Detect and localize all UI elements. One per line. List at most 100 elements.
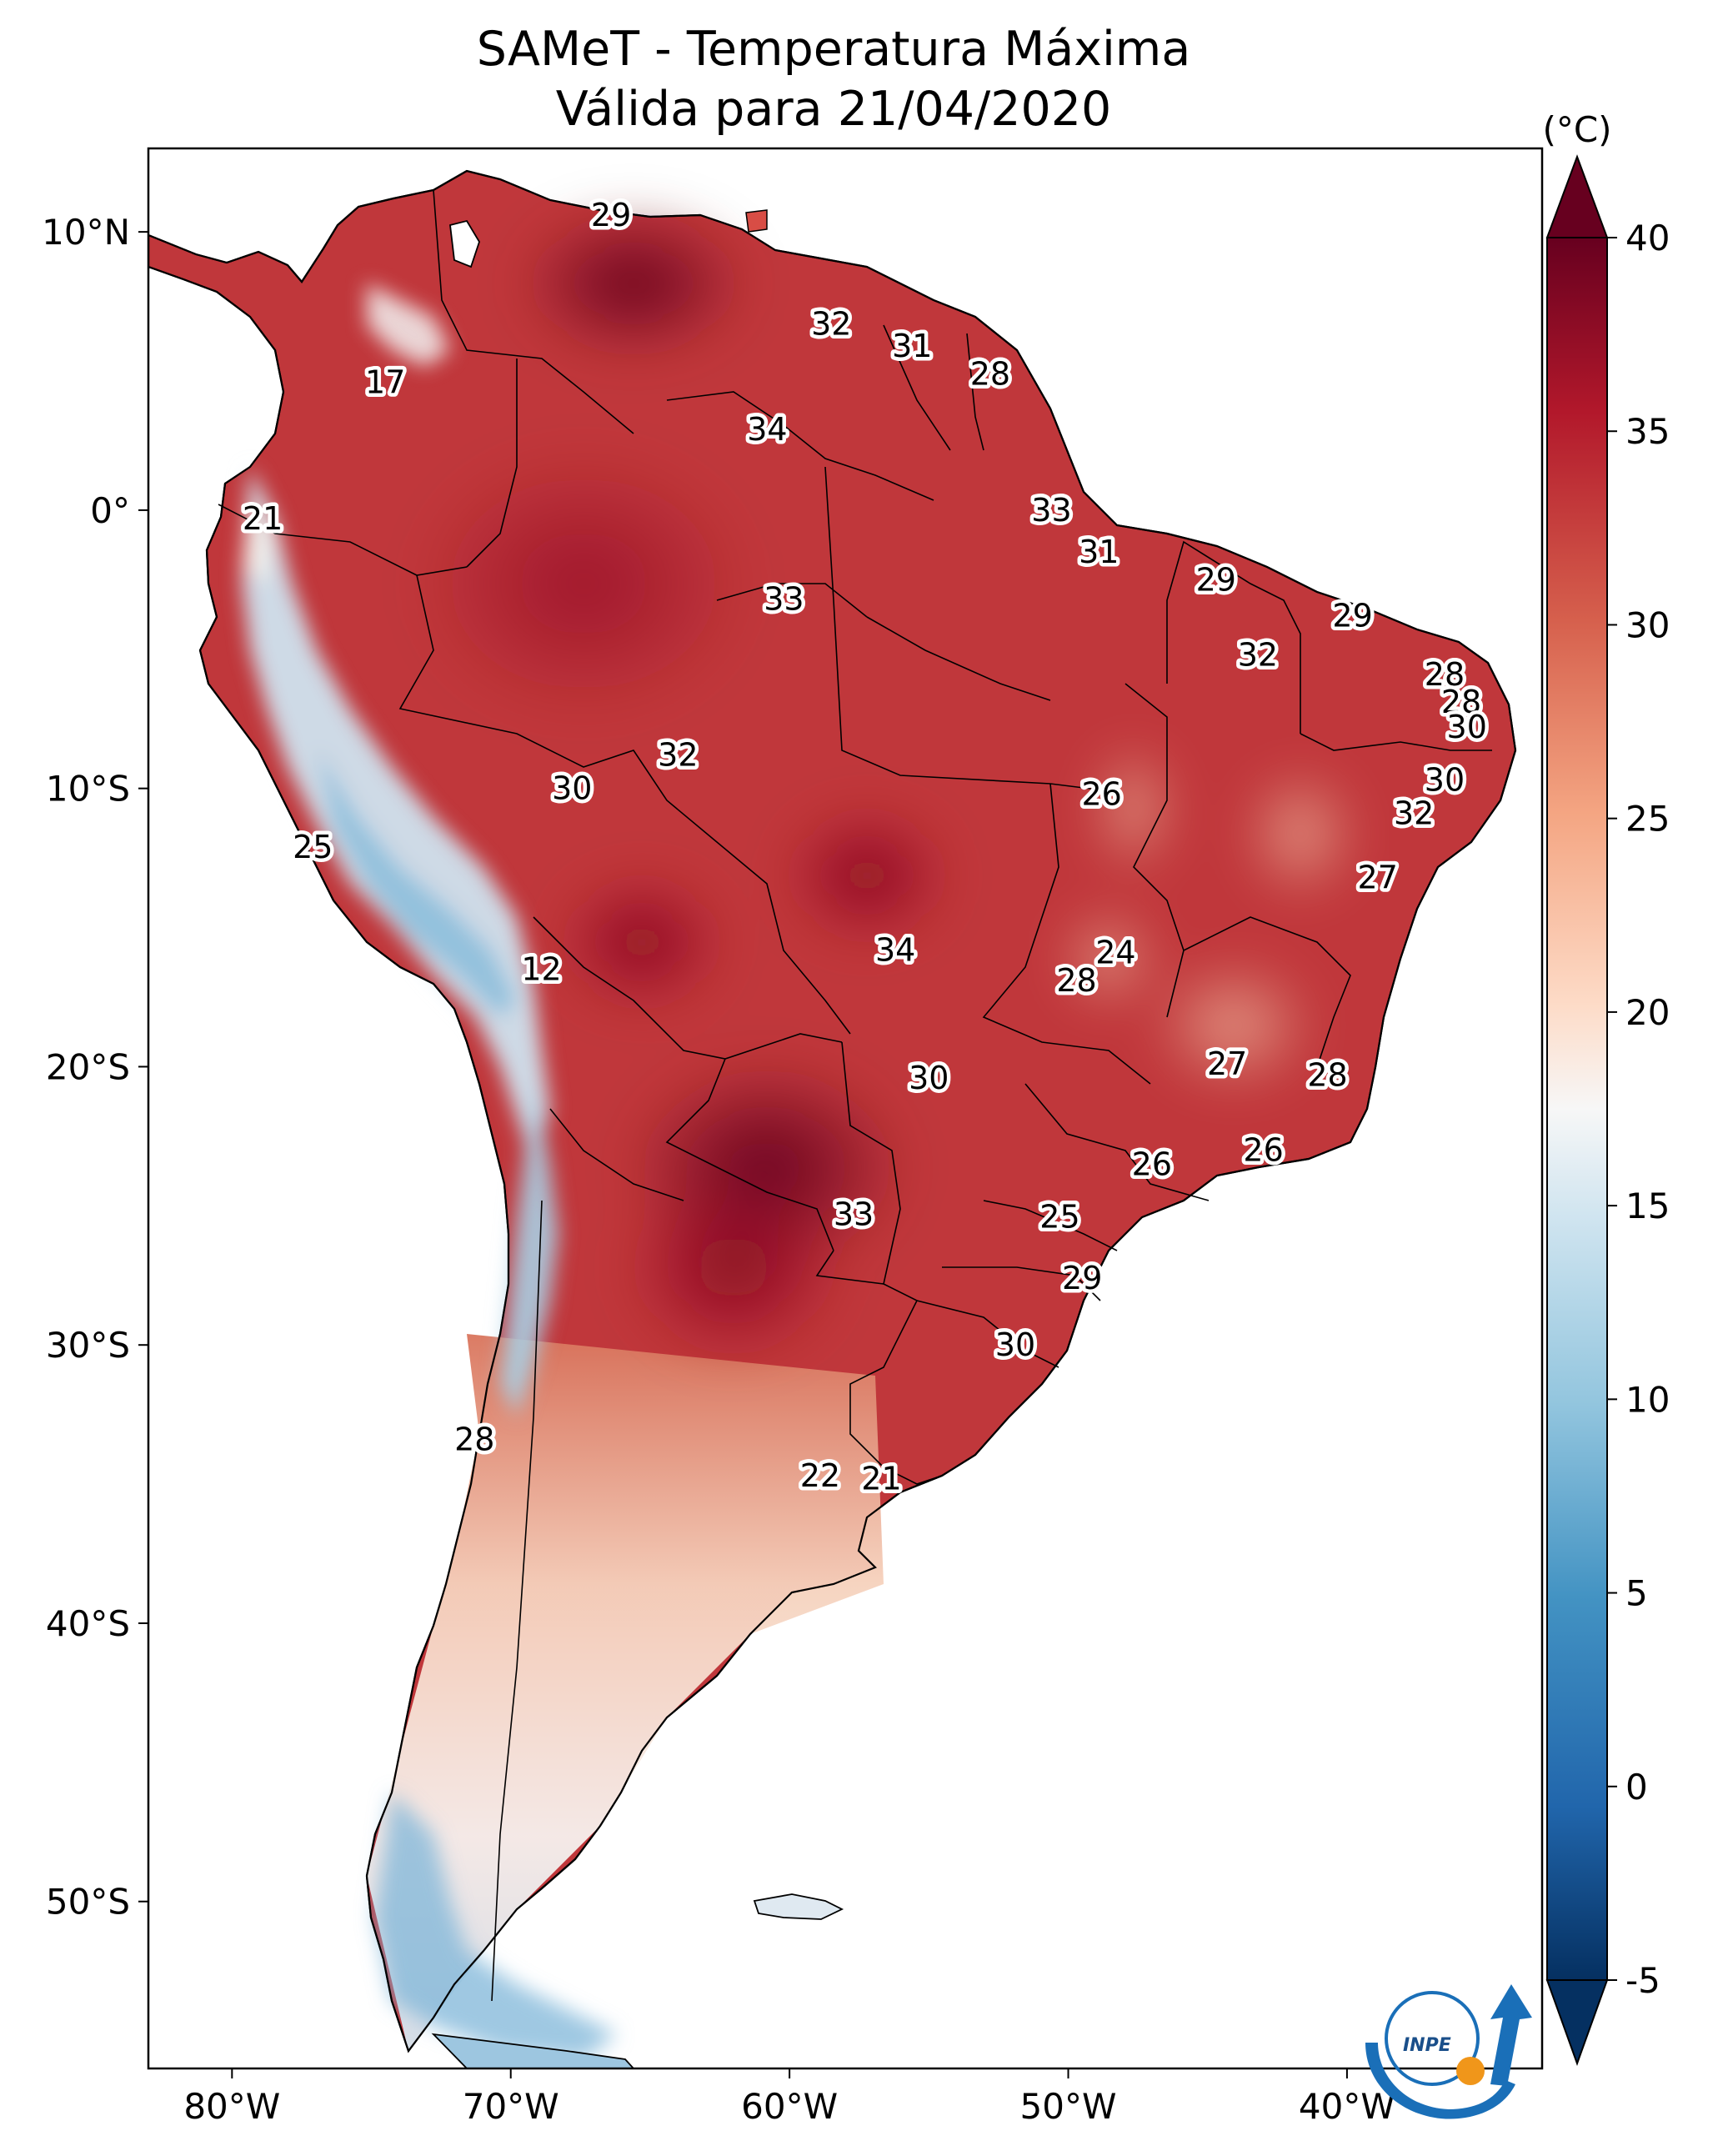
colorbar-extend-bottom: [1545, 1979, 1609, 2066]
warm-area-minas: [1150, 959, 1317, 1092]
hot-core-bolivia: [558, 875, 725, 1009]
map-frame: [147, 147, 1544, 2070]
temperature-label: 25: [1039, 1199, 1079, 1236]
temperature-label: 27: [1207, 1045, 1247, 1082]
temperature-label: 28: [970, 355, 1010, 392]
trinidad-island: [745, 209, 768, 233]
temperature-label: 32: [811, 305, 851, 342]
temperature-label: 34: [747, 411, 787, 448]
coastline: [148, 169, 1517, 2053]
temperature-label: 21: [861, 1460, 901, 1497]
lat-tick-label: 0°: [90, 490, 130, 531]
colorbar-tick-label: 20: [1625, 992, 1670, 1033]
temperature-label: 28: [1441, 684, 1481, 720]
lon-tick-label: 70°W: [463, 2086, 559, 2127]
colombia-andes-cold: [367, 283, 450, 367]
lat-tick-label: 30°S: [46, 1325, 130, 1366]
temperature-label: 26: [1243, 1132, 1283, 1169]
logo-arrow-icon: [1490, 1984, 1532, 2086]
temperature-label: 33: [764, 581, 804, 618]
temperature-label: 28: [454, 1421, 494, 1458]
temperature-label: 32: [1394, 795, 1434, 832]
lat-tick-label: 40°S: [46, 1603, 130, 1644]
colorbar-tick-label: 0: [1625, 1767, 1648, 1808]
temperature-label: 30: [995, 1326, 1035, 1363]
temperature-label: 34: [875, 931, 915, 968]
hot-core-paraguay: [625, 1176, 842, 1359]
title-line2: Válida para 21/04/2020: [556, 82, 1112, 137]
lon-tick-label: 40°W: [1299, 2086, 1395, 2127]
country-state-borders: [218, 189, 1492, 2002]
temperature-label: 29: [591, 197, 631, 233]
colorbar-gradient: [1546, 237, 1608, 1981]
colorbar-ticks: 40 35 30 25 20 15 10 5 0 -5: [1607, 218, 1670, 2001]
hot-core-mato-grosso: [784, 809, 950, 942]
colorbar-tick-label: 30: [1625, 604, 1670, 645]
logo-orbit-icon: [1385, 1991, 1480, 2086]
lon-tick-label: 80°W: [183, 2086, 280, 2127]
temperature-label: 17: [365, 364, 405, 400]
hot-core-amazon: [417, 450, 750, 717]
warm-area-tocantins: [1092, 742, 1175, 875]
temperature-label: 28: [1056, 962, 1096, 999]
warm-area-bahia: [1242, 767, 1359, 900]
temperature-label: 33: [834, 1196, 874, 1232]
andes-cold-band-north: [242, 467, 550, 1167]
lat-tick-label: 50°S: [46, 1882, 130, 1923]
title-line1: SAMeT - Temperatura Máxima: [477, 22, 1191, 77]
temperature-label: 33: [1031, 492, 1071, 529]
logo-sun-icon: [1456, 2057, 1485, 2085]
lat-tick-label: 10°S: [46, 769, 130, 810]
colorbar-tick-label: 10: [1625, 1379, 1670, 1420]
falkland-islands: [753, 1893, 844, 1920]
colorbar-tick-label: 5: [1625, 1573, 1648, 1614]
colorbar-tick-label: 15: [1625, 1186, 1670, 1226]
lon-tick-label: 60°W: [741, 2086, 838, 2127]
colorbar-unit: (°C): [1542, 109, 1611, 150]
temperature-label: 27: [1358, 859, 1398, 895]
longitude-ticks: 80°W 70°W 60°W 50°W 40°W: [183, 2068, 1395, 2127]
latitude-ticks: 10°N 0° 10°S 20°S 30°S 40°S 50°S: [42, 212, 148, 1923]
temperature-label: 28: [1307, 1056, 1347, 1093]
tierra-del-fuego: [431, 2033, 635, 2068]
temperature-label: 28: [1425, 656, 1465, 693]
patagonia-cold: [375, 1792, 617, 2059]
temperature-label: 30: [909, 1060, 949, 1096]
colorbar: (°C) 40 35 30 25 20 15 10 5 0 -5: [1542, 109, 1670, 2066]
temperature-label: 32: [658, 737, 698, 774]
temperature-label: 12: [521, 951, 561, 988]
temperature-label: 24: [1095, 935, 1135, 971]
colorbar-tick-label: 35: [1625, 411, 1670, 452]
lake-maracaibo: [449, 219, 480, 268]
colorbar-tick-label: 40: [1625, 218, 1670, 258]
andes-cold-band-peru: [317, 750, 517, 1017]
warm-area-goias: [1059, 909, 1159, 1009]
hot-core-venezuela: [517, 208, 750, 358]
andes-cold-band-chile: [500, 1084, 558, 1417]
temperature-label: 21: [243, 500, 283, 537]
temperature-label: 30: [1425, 762, 1465, 799]
temperature-label: 26: [1081, 775, 1121, 812]
inpe-logo: INPE: [1365, 1984, 1532, 2119]
temperature-label: 29: [1196, 561, 1236, 598]
temperature-label: 29: [1062, 1260, 1102, 1296]
colorbar-tick-label: -5: [1625, 1960, 1660, 2001]
temperature-label: 25: [293, 829, 333, 865]
temperature-label: 30: [1447, 709, 1487, 745]
temperature-label: 26: [1132, 1146, 1172, 1182]
colorbar-extend-top: [1545, 154, 1609, 238]
temperature-label: 32: [1238, 636, 1278, 673]
lat-tick-label: 20°S: [46, 1046, 130, 1087]
lat-tick-label: 10°N: [42, 212, 130, 253]
temperature-label: 31: [1079, 534, 1119, 570]
temperature-label: 22: [800, 1457, 840, 1494]
temperature-label: 31: [892, 328, 932, 364]
logo-text: INPE: [1403, 2035, 1451, 2056]
logo-swoosh-icon: [1365, 2043, 1515, 2119]
southern-cone-shading: [367, 1334, 884, 2051]
colorbar-tick-label: 25: [1625, 799, 1670, 840]
temperature-label: 29: [1332, 598, 1372, 634]
